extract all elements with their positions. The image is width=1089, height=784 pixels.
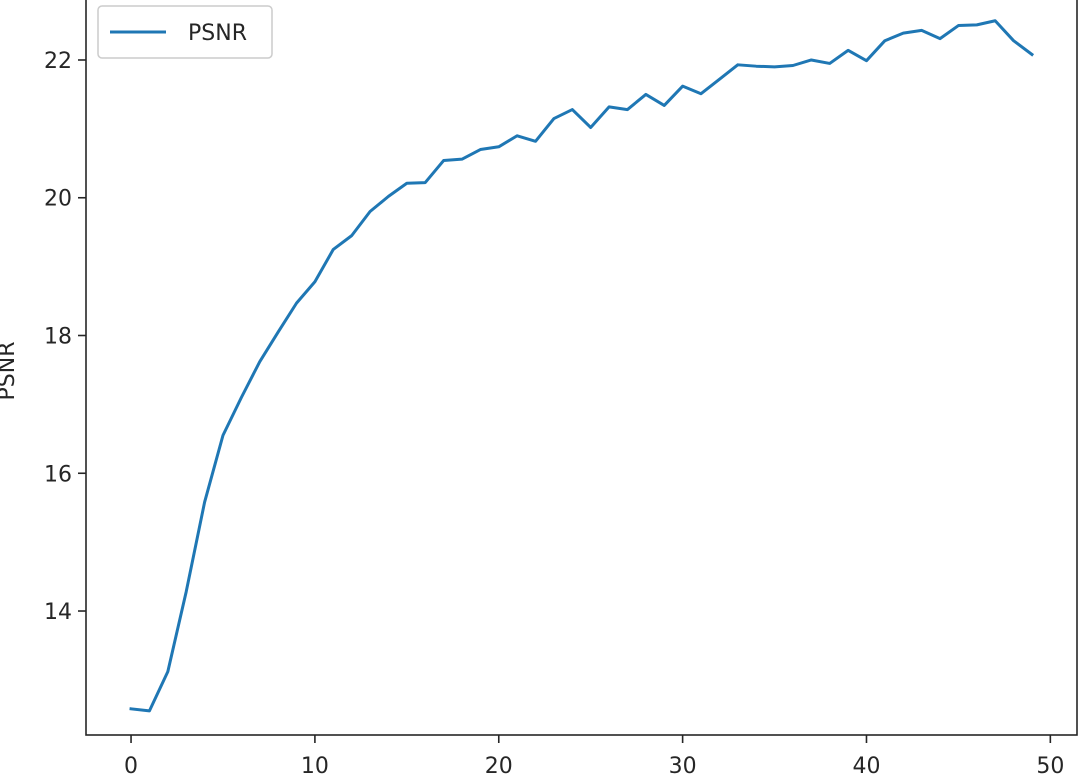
y-tick-label: 22 xyxy=(44,49,72,74)
psnr-series-line xyxy=(129,19,1035,713)
y-tick-label: 18 xyxy=(44,325,72,350)
legend-label-psnr: PSNR xyxy=(188,21,247,46)
y-tick-label: 14 xyxy=(44,600,72,625)
x-tick-label: 10 xyxy=(301,754,329,779)
axes-frame xyxy=(85,0,1078,736)
x-tick-label: 40 xyxy=(852,754,880,779)
y-axis-label: PSNR xyxy=(0,342,20,401)
x-axis-ticks: 0 10 20 30 40 50 xyxy=(124,735,1064,779)
legend: PSNR xyxy=(97,5,273,59)
x-tick-label: 20 xyxy=(485,754,513,779)
x-tick-label: 0 xyxy=(124,754,138,779)
x-tick-label: 30 xyxy=(669,754,697,779)
y-tick-label: 16 xyxy=(44,462,72,487)
y-tick-label: 20 xyxy=(44,187,72,212)
x-tick-label: 50 xyxy=(1036,754,1064,779)
plot-area xyxy=(129,19,1035,713)
y-axis-ticks: 14 16 18 20 22 xyxy=(44,49,86,625)
legend-box xyxy=(97,5,273,59)
